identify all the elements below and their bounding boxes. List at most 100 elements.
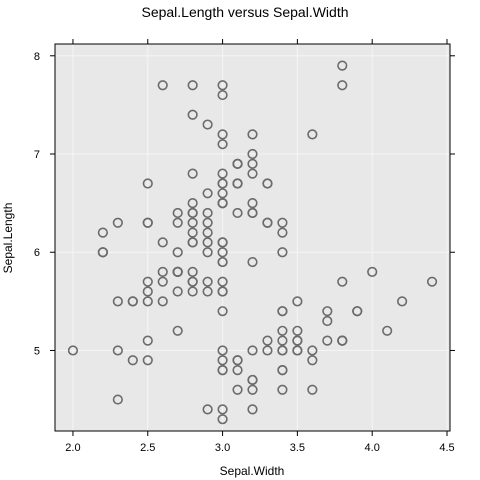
data-point <box>292 345 303 356</box>
data-point <box>232 355 243 366</box>
data-point <box>337 276 348 287</box>
data-point <box>232 158 243 169</box>
data-point <box>337 335 348 346</box>
data-point <box>202 217 213 228</box>
data-point <box>232 178 243 189</box>
y-tick-label: 5 <box>34 345 40 357</box>
data-point <box>426 276 438 287</box>
data-point <box>112 345 123 356</box>
data-point <box>157 296 168 307</box>
data-point <box>277 384 288 395</box>
data-point <box>187 207 198 219</box>
data-point <box>217 188 228 199</box>
data-point <box>277 217 288 228</box>
data-point <box>142 296 153 307</box>
data-point <box>247 207 258 219</box>
data-point <box>217 198 228 209</box>
data-point <box>157 80 168 91</box>
data-point <box>307 345 318 356</box>
data-point <box>142 178 153 189</box>
data-point <box>112 217 123 228</box>
data-point <box>217 306 228 317</box>
data-point <box>217 404 228 415</box>
data-point <box>217 286 228 297</box>
data-point <box>202 247 213 258</box>
x-tick-label: 4.0 <box>365 442 380 454</box>
data-point <box>277 345 288 356</box>
data-point <box>397 296 408 307</box>
data-point <box>217 345 228 356</box>
data-point <box>97 247 108 258</box>
data-point <box>217 247 228 258</box>
data-point <box>142 276 153 287</box>
data-point <box>217 139 228 150</box>
x-tick-label: 2.0 <box>65 442 80 454</box>
data-point <box>187 276 198 287</box>
data-point <box>232 207 243 219</box>
data-point <box>247 374 258 386</box>
data-point <box>187 109 198 120</box>
y-axis-label: Sepal.Length <box>1 203 15 274</box>
data-point <box>172 247 183 258</box>
data-point <box>187 266 198 277</box>
data-point <box>277 306 288 317</box>
plot-panel <box>55 44 450 431</box>
data-point <box>202 276 213 287</box>
data-point <box>157 237 168 248</box>
data-point <box>142 335 153 346</box>
data-point <box>187 227 198 238</box>
data-point <box>262 217 273 228</box>
x-tick-label: 2.5 <box>140 442 155 454</box>
data-point <box>247 384 258 395</box>
data-point <box>217 237 228 248</box>
data-point <box>142 286 153 297</box>
chart-title: Sepal.Length versus Sepal.Width <box>141 4 348 20</box>
y-tick-label: 6 <box>34 247 40 259</box>
data-point <box>112 296 123 307</box>
data-point <box>142 217 153 228</box>
y-tick-label: 8 <box>34 51 40 63</box>
data-point <box>202 188 213 199</box>
data-point <box>247 148 258 160</box>
data-point <box>142 355 153 366</box>
data-point <box>202 207 213 219</box>
data-point <box>337 60 348 71</box>
data-point <box>217 168 228 179</box>
data-point <box>202 119 213 130</box>
data-point <box>217 414 228 425</box>
data-point <box>262 178 273 189</box>
y-tick-label: 7 <box>34 149 40 161</box>
data-points <box>67 60 438 425</box>
data-point <box>292 296 303 307</box>
data-point <box>157 266 168 277</box>
x-axis-label: Sepal.Width <box>220 464 285 478</box>
data-point <box>277 365 288 376</box>
data-point <box>127 296 138 307</box>
data-point <box>217 129 228 140</box>
data-point <box>217 89 228 101</box>
data-point <box>337 80 348 91</box>
data-point <box>112 394 123 405</box>
x-tick-label: 3.0 <box>215 442 230 454</box>
data-point <box>187 80 198 91</box>
data-point <box>292 335 303 346</box>
data-point <box>292 325 303 336</box>
data-point <box>277 335 288 346</box>
data-point <box>187 237 198 248</box>
data-point <box>307 384 318 395</box>
data-point <box>322 315 333 327</box>
data-point <box>202 227 213 238</box>
data-point <box>97 227 108 238</box>
data-point <box>157 276 168 287</box>
data-point <box>217 178 228 189</box>
data-point <box>232 384 243 395</box>
data-point <box>67 345 79 356</box>
data-point <box>322 306 333 317</box>
data-point <box>232 365 243 376</box>
data-point <box>202 404 213 415</box>
plot-frame <box>54 43 451 432</box>
data-point <box>247 129 258 140</box>
grid-lines <box>55 44 450 431</box>
data-point <box>382 325 393 336</box>
